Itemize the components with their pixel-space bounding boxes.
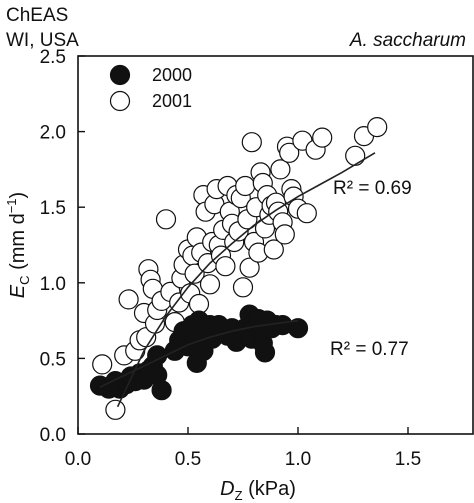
y-tick-label: 0.0 [40,425,66,446]
y-axis-symbol: E [7,284,29,298]
point-2001 [263,239,284,260]
legend: 2000 2001 [109,64,192,112]
point-2001 [215,256,236,277]
point-2001 [199,274,221,295]
legend-label-2000: 2000 [152,65,192,85]
y-axis-unit-close: ) [7,192,29,199]
point-2001 [232,277,254,298]
x-tick-label: 1.5 [395,449,421,470]
y-tick-label: 1.5 [40,198,66,219]
fit-line-2000 [99,319,299,388]
x-tick-label: 0.5 [175,449,201,470]
point-2001 [312,127,333,148]
point-2001 [345,145,366,166]
y-axis-title: EC (mm d−1) [4,192,32,298]
data-marks [89,116,388,420]
r2-label-2001: R² = 0.69 [333,178,412,199]
y-tick-label: 2.0 [40,123,66,144]
legend-marker-2001 [109,90,131,112]
x-tick-label: 0.0 [65,449,91,470]
site-label-line-2: WI, USA [6,30,79,51]
point-2001 [235,175,256,197]
x-tick-label: 1.0 [285,449,311,470]
point-2001 [184,263,205,284]
point-2001 [239,257,260,278]
x-axis-subscript: Z [235,488,243,503]
species-label: A. saccharum [349,30,466,51]
legend-marker-2000 [109,64,131,86]
point-2001 [274,224,295,245]
legend-label-2001: 2001 [152,91,192,111]
point-2001 [270,159,291,180]
point-2001 [92,354,113,375]
point-2001 [155,209,177,230]
fit-line-2001 [116,152,376,408]
point-2001 [367,116,388,138]
site-label-line-1: ChEAS [6,5,68,26]
y-axis-unit-sup: −1 [4,198,19,213]
fit-lines [99,152,376,408]
y-axis-subscript: C [17,275,32,284]
point-2001 [241,132,262,153]
y-tick-label: 2.5 [40,47,66,68]
point-2000 [151,380,172,401]
point-2000 [254,342,276,363]
r2-label-2000: R² = 0.77 [330,339,409,360]
point-2001 [118,289,139,310]
y-axis-unit-open: (mm d [7,213,29,275]
x-axis-title: DZ (kPa) [220,478,296,503]
axis-ticks: 0.0 0.5 1.0 1.5 0.0 0.5 1.0 1.5 2.0 2.5 [40,47,422,470]
y-tick-label: 1.0 [40,274,66,295]
point-2000 [186,352,207,373]
plot-frame [77,55,474,435]
point-2001 [279,142,300,163]
point-2001 [105,399,126,420]
point-2000 [287,318,309,339]
x-axis-symbol: D [220,478,234,500]
x-axis-unit: (kPa) [243,478,296,500]
y-tick-label: 0.5 [40,349,66,370]
point-2001 [296,203,317,224]
